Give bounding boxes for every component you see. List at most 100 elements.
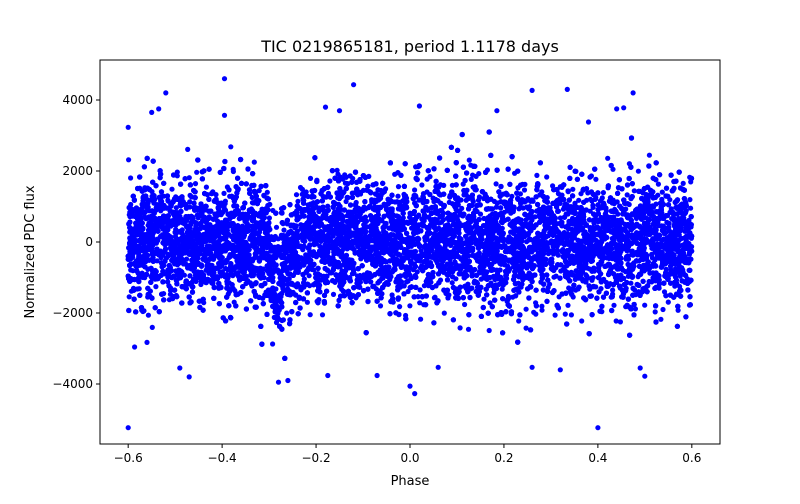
data-point [267, 201, 273, 207]
data-point [570, 186, 576, 192]
data-point [680, 180, 686, 186]
data-point [531, 309, 537, 315]
data-point [403, 266, 409, 272]
data-point [203, 184, 209, 190]
data-point [353, 199, 359, 206]
data-point [293, 192, 300, 198]
data-point [532, 214, 538, 220]
data-point [477, 211, 484, 217]
data-point [270, 341, 276, 347]
data-point [553, 273, 559, 279]
data-points [125, 76, 695, 431]
data-point [228, 144, 234, 150]
data-point [221, 190, 227, 196]
data-point [493, 181, 499, 187]
data-point [658, 316, 664, 322]
data-point [449, 182, 455, 188]
data-point [522, 181, 528, 187]
data-point [256, 188, 262, 194]
data-point [590, 204, 596, 210]
data-point [194, 169, 200, 175]
data-point [128, 267, 134, 273]
data-point [417, 287, 423, 293]
data-point [588, 173, 595, 179]
data-point [270, 274, 276, 281]
data-point [663, 293, 669, 299]
data-point [516, 206, 522, 212]
data-point [330, 291, 337, 297]
data-point [251, 159, 257, 165]
data-point [486, 327, 492, 334]
data-point [169, 186, 175, 192]
data-point [161, 193, 167, 199]
data-point [481, 296, 487, 302]
data-point [649, 255, 656, 261]
data-point [145, 312, 151, 318]
data-point [468, 176, 474, 182]
data-point [624, 192, 630, 198]
data-point [306, 273, 312, 279]
data-point [153, 284, 159, 290]
data-point [266, 215, 272, 221]
data-point [552, 312, 558, 318]
data-point [230, 166, 236, 172]
data-point [642, 302, 648, 308]
data-point [613, 318, 619, 324]
data-point [395, 184, 402, 190]
data-point [275, 236, 281, 242]
data-point [587, 208, 593, 214]
data-point [565, 302, 571, 308]
data-point [652, 309, 658, 315]
data-point [185, 146, 191, 152]
data-point [465, 326, 472, 332]
data-point [174, 169, 180, 175]
data-point [593, 176, 599, 182]
data-point [441, 310, 447, 316]
data-point [655, 181, 662, 187]
data-point [523, 306, 529, 312]
data-point [264, 189, 270, 195]
data-point [325, 203, 331, 209]
data-point [297, 184, 304, 191]
data-point [523, 325, 529, 331]
data-point [427, 174, 433, 180]
data-point [579, 318, 585, 324]
data-point [128, 175, 134, 181]
data-point [675, 307, 681, 313]
data-point [334, 167, 340, 173]
data-point [631, 188, 637, 194]
data-point [295, 198, 301, 204]
data-point [419, 182, 425, 188]
data-point [319, 312, 326, 318]
data-point [167, 291, 173, 297]
data-point [456, 271, 462, 277]
data-point [377, 303, 384, 309]
data-point [165, 198, 171, 204]
data-point [186, 175, 192, 181]
data-point [407, 303, 413, 309]
data-point [677, 273, 683, 279]
data-point [206, 214, 212, 220]
data-point [688, 205, 694, 211]
data-point [405, 288, 411, 295]
data-point [635, 168, 642, 174]
data-point [349, 190, 355, 196]
data-point [142, 214, 148, 220]
data-point [462, 301, 468, 308]
data-point [600, 190, 607, 196]
data-point [605, 155, 611, 161]
data-point [281, 227, 287, 233]
data-point [566, 197, 572, 203]
data-point [419, 263, 425, 269]
data-point [187, 199, 193, 205]
data-point [273, 224, 280, 230]
data-point [187, 204, 193, 210]
data-point [499, 286, 505, 292]
data-point [590, 275, 596, 281]
data-point [575, 237, 581, 243]
data-point [539, 303, 545, 309]
data-point [539, 307, 545, 313]
data-point [626, 201, 632, 208]
data-point [203, 267, 209, 273]
data-point [412, 187, 418, 193]
